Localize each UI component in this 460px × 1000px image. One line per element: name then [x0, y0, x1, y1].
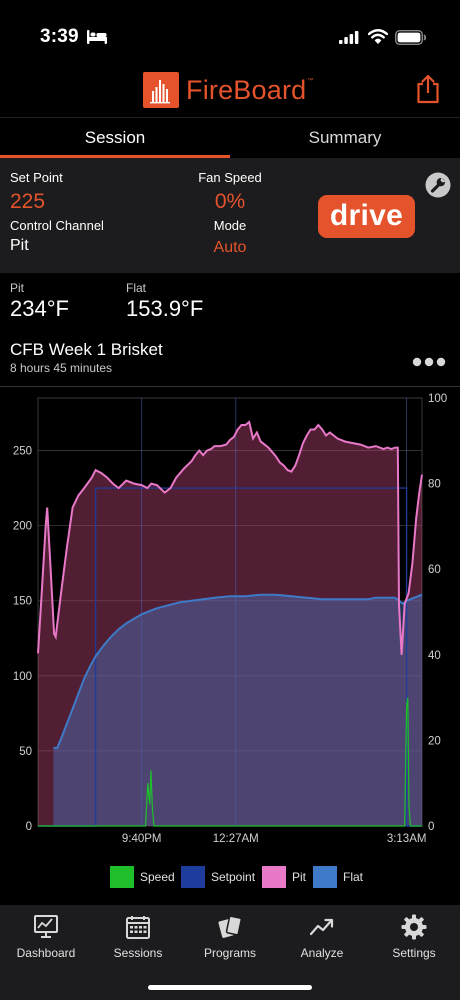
legend-label-speed: Speed	[140, 870, 175, 884]
mode-value[interactable]: Auto	[213, 239, 247, 256]
set-point-value[interactable]: 225	[10, 190, 46, 213]
status-time: 3:39	[40, 26, 79, 47]
mode-label: Mode	[213, 218, 247, 233]
legend-setpoint[interactable]: Setpoint	[181, 865, 255, 889]
speed-series-line	[38, 697, 422, 827]
more-options-icon[interactable]	[412, 354, 446, 372]
active-tab-indicator	[0, 155, 230, 158]
legend-flat[interactable]: Flat	[313, 865, 363, 889]
analyze-trend-icon	[309, 914, 335, 945]
drive-control-panel: Set Point 225 Control Channel Pit Fan Sp…	[0, 158, 460, 273]
nav-sessions[interactable]: Sessions	[92, 905, 184, 975]
programs-cards-icon	[217, 914, 243, 945]
divider	[0, 386, 460, 387]
cellular-signal-icon	[339, 31, 359, 49]
gear-icon	[401, 914, 427, 945]
battery-icon	[394, 29, 427, 50]
legend-label-pit: Pit	[292, 870, 307, 884]
x-tick-label: 12:27AM	[213, 833, 259, 845]
legend-swatch-speed	[110, 866, 134, 888]
drive-button[interactable]: drive	[318, 195, 415, 238]
set-point-label: Set Point	[10, 170, 63, 185]
flat-series-line	[53, 593, 423, 749]
y-right-tick-label: 60	[428, 564, 441, 576]
nav-programs[interactable]: Programs	[184, 905, 276, 975]
session-title: CFB Week 1 Brisket	[10, 340, 163, 359]
pit-reading-value: 234°F	[10, 296, 69, 321]
tab-session[interactable]: Session	[84, 128, 146, 147]
y-left-tick-label: 100	[13, 671, 32, 683]
control-channel-value[interactable]: Pit	[10, 237, 29, 254]
home-indicator	[148, 985, 312, 990]
nav-label-settings: Settings	[392, 946, 436, 960]
nav-label-dashboard: Dashboard	[16, 946, 76, 960]
nav-label-sessions: Sessions	[113, 946, 163, 960]
y-left-tick-label: 150	[13, 596, 32, 608]
bottom-tab-bar: Dashboard Sessions Programs Analyze Sett…	[0, 905, 460, 1000]
tab-summary[interactable]: Summary	[308, 128, 382, 147]
chart-legend: Speed Setpoint Pit Flat	[0, 865, 460, 889]
status-bar: 3:39	[0, 0, 460, 70]
pit-reading-label: Pit	[10, 281, 25, 295]
y-right-tick-label: 100	[428, 393, 447, 405]
y-right-tick-label: 20	[428, 735, 441, 747]
temperature-chart-svg: 0 50 100 150 200 250 0 20 40 60 80 100 9:40PM 12:27AM…	[13, 393, 447, 845]
control-channel-label: Control Channel	[10, 218, 104, 233]
legend-swatch-flat	[313, 866, 337, 888]
y-right-tick-label: 40	[428, 650, 441, 662]
y-right-tick-label: 80	[428, 479, 441, 491]
legend-speed[interactable]: Speed	[110, 865, 175, 889]
legend-swatch-pit	[262, 866, 286, 888]
nav-dashboard[interactable]: Dashboard	[0, 905, 92, 975]
x-tick-label: 3:13AM	[387, 833, 427, 845]
y-left-tick-label: 250	[13, 446, 32, 458]
temperature-chart[interactable]: 0 50 100 150 200 250 0 20 40 60 80 100 9:40PM 12:27AM…	[0, 388, 460, 858]
share-icon[interactable]	[414, 74, 442, 109]
pit-series-line	[37, 420, 423, 655]
legend-label-flat: Flat	[343, 870, 364, 884]
y-left-tick-label: 50	[19, 746, 32, 758]
brand-trademark: ™	[307, 78, 314, 84]
fan-speed-label: Fan Speed	[198, 170, 262, 185]
session-tabs: Session Summary	[0, 117, 460, 158]
flat-area	[53, 594, 423, 826]
session-duration: 8 hours 45 minutes	[10, 361, 113, 375]
calendar-icon	[125, 914, 151, 945]
y-left-tick-label: 0	[26, 821, 32, 833]
y-left-tick-label: 200	[13, 521, 32, 533]
brand-name: FireBoard	[186, 74, 307, 105]
fireboard-logo: FireBoard ™	[143, 72, 313, 108]
y-right-tick-label: 0	[428, 821, 434, 833]
probe-readings: Pit 234°F Flat 153.9°F	[0, 274, 460, 334]
nav-settings[interactable]: Settings	[368, 905, 460, 975]
legend-label-setpoint: Setpoint	[211, 870, 256, 884]
nav-label-programs: Programs	[203, 946, 256, 960]
x-tick-label: 9:40PM	[122, 833, 162, 845]
wifi-icon	[367, 29, 389, 49]
legend-swatch-setpoint	[181, 866, 205, 888]
fireboard-logo-mark-icon	[143, 72, 179, 108]
legend-pit[interactable]: Pit	[262, 865, 306, 889]
nav-analyze[interactable]: Analyze	[276, 905, 368, 975]
flat-reading-label: Flat	[126, 281, 147, 295]
fan-speed-value: 0%	[214, 190, 246, 213]
flat-reading-value: 153.9°F	[126, 296, 204, 321]
pit-area	[38, 422, 422, 826]
dashboard-icon	[33, 914, 59, 945]
wrench-settings-icon[interactable]	[425, 172, 451, 203]
nav-label-analyze: Analyze	[300, 946, 344, 960]
sleep-mode-icon	[87, 30, 107, 49]
